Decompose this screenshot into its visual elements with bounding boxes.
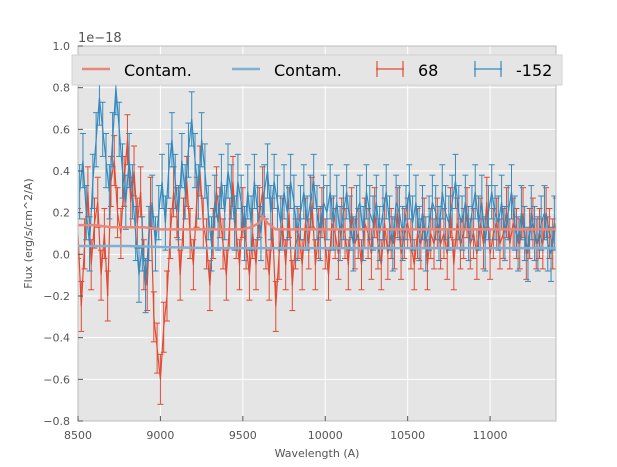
series-line--152 (79, 87, 555, 286)
y-tick-label: 1.0 (53, 40, 71, 53)
legend-entry-0: Contam. (82, 61, 192, 80)
legend-entry-1: Contam. (232, 61, 342, 80)
legend: Contam. Contam. 68 -152 (71, 54, 563, 86)
x-axis-label: Wavelength (A) (275, 447, 360, 460)
y-tick-label: −0.2 (43, 290, 70, 303)
axes: 8500 9000 9500 10000 10500 11000 −0.8 −0.6 −0.4 −… (43, 40, 557, 442)
legend-label: Contam. (124, 61, 192, 80)
y-tick-label: −0.4 (43, 332, 70, 345)
legend-label: 68 (418, 61, 438, 80)
x-tick-label: 10500 (390, 429, 425, 442)
legend-entry-2: 68 (376, 61, 438, 80)
legend-label: -152 (516, 61, 552, 80)
x-tick-label: 9500 (229, 429, 257, 442)
x-tick-label: 8500 (64, 429, 92, 442)
contam-line-1 (78, 244, 556, 250)
y-tick-label: −0.6 (43, 373, 70, 386)
x-tick-label: 9000 (146, 429, 174, 442)
plot-frame (77, 45, 557, 422)
y-tick-label: 0.4 (53, 165, 71, 178)
x-tick-label: 10000 (308, 429, 343, 442)
contam-line-0 (78, 214, 556, 231)
y-tick-label: −0.8 (43, 415, 70, 428)
legend-label: Contam. (274, 61, 342, 80)
y-tick-label: 0.0 (53, 248, 71, 261)
legend-box (71, 54, 563, 86)
x-tick-label: 11000 (473, 429, 508, 442)
y-axis-label: Flux (erg/s/cm^2/A) (22, 178, 35, 288)
y-tick-label: 0.6 (53, 123, 71, 136)
contamination-lines (78, 214, 556, 250)
series--152 (78, 60, 556, 314)
y-tick-label: 0.8 (53, 82, 71, 95)
legend-entry-3: -152 (474, 61, 552, 80)
y-tick-label: 0.2 (53, 207, 71, 220)
y-offset-label: 1e−18 (78, 31, 122, 46)
